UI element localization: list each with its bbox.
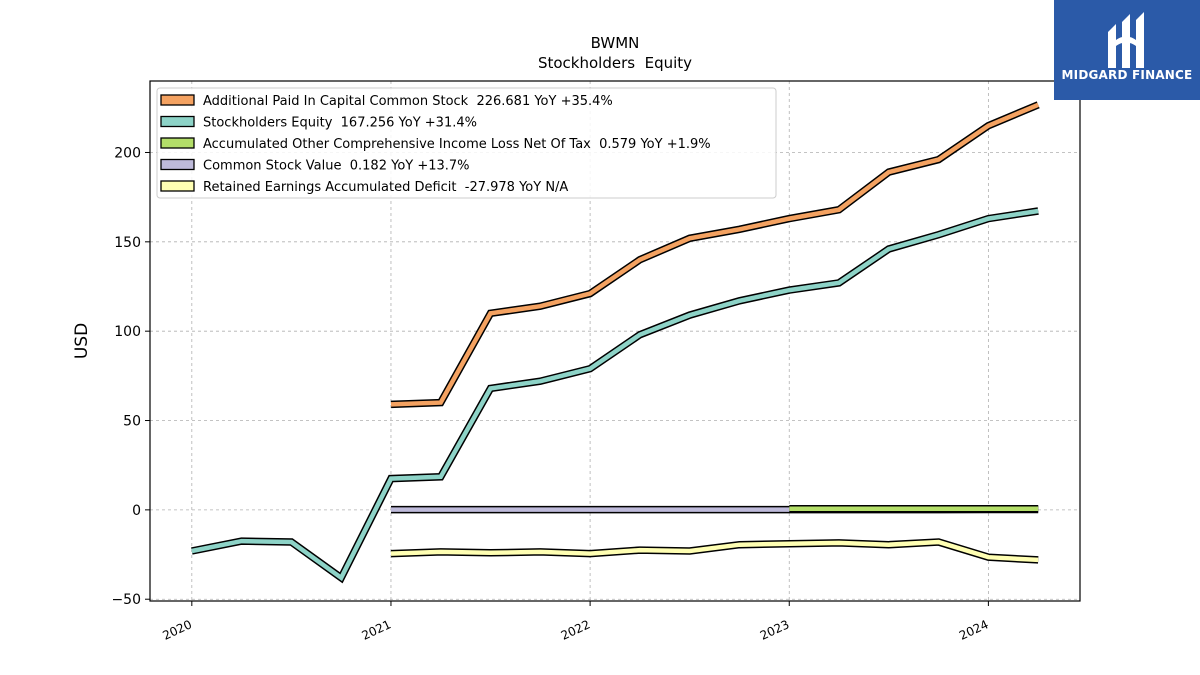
x-tick-label: 2023 [758,617,792,643]
series-stroke [191,208,1039,582]
y-tick-label: 150 [114,235,141,251]
legend-swatch [160,180,195,192]
legend-swatch [160,115,195,128]
y-axis-label: USD [72,323,92,359]
brand-logo: MIDGARD FINANCE [1054,0,1200,100]
legend: Additional Paid In Capital Common Stock … [156,87,777,199]
brand-name: MIDGARD FINANCE [1061,68,1193,82]
y-tick-label: −50 [111,592,141,608]
y-tick-label: 0 [132,503,141,519]
chart-subtitle: Stockholders Equity [538,54,692,72]
chart-title: BWMN [591,34,640,52]
legend-entry: Stockholders Equity 167.256 YoY +31.4% [203,116,477,131]
legend-box [156,87,777,199]
x-axis-ticks: 2020 2021 2022 2023 2024 [160,601,991,643]
y-tick-label: 50 [123,414,141,430]
legend-entry: Retained Earnings Accumulated Deficit -2… [203,180,568,195]
y-tick-label: 200 [114,145,141,161]
legend-swatch [160,158,195,171]
legend-swatch [160,94,195,106]
series-layer [191,101,1040,584]
series-line-1 [191,207,1039,584]
series-line-4 [390,538,1039,564]
plot-frame [149,80,1081,602]
brand-mark-icon [1108,12,1144,68]
series-stroke [390,102,1040,407]
x-tick-label: 2022 [559,617,593,643]
legend-entry: Additional Paid In Capital Common Stock … [203,94,613,109]
series-outline [191,207,1039,584]
legend-entry: Accumulated Other Comprehensive Income L… [203,137,711,152]
x-tick-label: 2024 [957,617,991,643]
x-tick-label: 2021 [360,617,394,643]
y-axis-ticks: −50 0 50 100 150 200 [111,145,150,608]
y-tick-label: 100 [114,324,141,340]
series-stroke [390,539,1039,563]
legend-swatch [160,137,195,149]
x-tick-label: 2020 [160,617,194,643]
legend-entry: Common Stock Value 0.182 YoY +13.7% [203,159,470,174]
series-line-0 [390,101,1040,409]
